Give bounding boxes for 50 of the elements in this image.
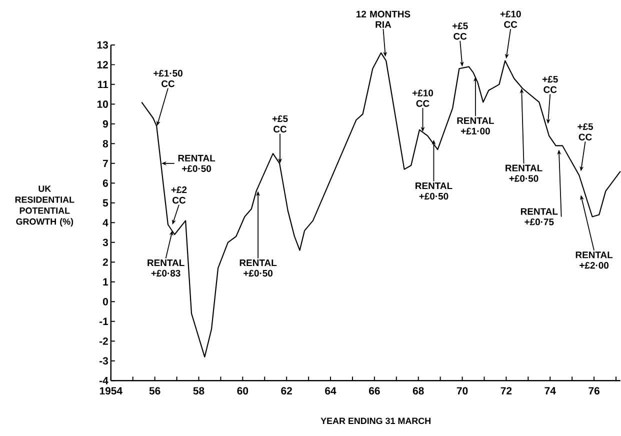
annotation: +£5 CC <box>272 116 288 133</box>
x-tick-label: 62 <box>281 387 292 395</box>
y-tick-label: 11 <box>98 81 108 88</box>
x-tick-label: 64 <box>325 387 336 395</box>
x-tick-label: 1954 <box>100 387 122 395</box>
annotation: +£10 CC <box>412 90 434 108</box>
y-tick-label: 6 <box>102 180 108 188</box>
y-tick-label: 12 <box>97 61 108 69</box>
x-tick-label: 58 <box>193 387 204 395</box>
y-tick-label: 5 <box>102 199 108 207</box>
y-tick-label: 7 <box>103 160 108 168</box>
y-tick-label: 13 <box>97 41 108 49</box>
annotation: +£2 CC <box>171 186 187 204</box>
annotation: +£10 CC <box>500 10 521 28</box>
y-tick-label: 0 <box>102 298 108 306</box>
annotation: RENTAL +£0·83 <box>148 260 184 277</box>
y-tick-label: -4 <box>99 377 108 384</box>
y-tick-label: -2 <box>99 338 108 345</box>
y-tick-label: 9 <box>102 120 108 128</box>
x-tick-label: 72 <box>500 387 512 395</box>
annotation: RENTAL +£0·50 <box>506 164 542 182</box>
x-tick-label: 68 <box>412 387 424 395</box>
line-series <box>141 52 621 358</box>
annotation: +£5 CC <box>542 76 558 94</box>
y-tick-label: 3 <box>102 238 108 246</box>
annotation: +£1·50 CC <box>154 70 182 88</box>
y-tick-label: -1 <box>99 318 108 326</box>
x-tick-label: 76 <box>588 387 600 395</box>
y-tick-label: 1 <box>103 278 108 286</box>
annotation: +£5 CC <box>452 22 468 40</box>
y-tick-label: 8 <box>102 140 108 148</box>
annotation: +£5 CC <box>578 123 594 141</box>
annotation: 12 MONTHS RIA <box>356 10 410 28</box>
annotation: RENTAL +£1·00 <box>457 118 494 135</box>
annotation: RENTAL +£0·75 <box>520 208 558 226</box>
x-axis-title: YEAR ENDING 31 MARCH <box>320 418 430 424</box>
x-tick-label: 70 <box>456 387 468 395</box>
x-tick-label: 56 <box>149 387 160 395</box>
y-tick-label: -3 <box>99 357 108 365</box>
x-tick-label: 60 <box>237 387 248 395</box>
annotation: RENTAL +£0·50 <box>416 182 452 200</box>
y-tick-label: 4 <box>102 219 108 226</box>
annotation: RENTAL +£2·00 <box>576 252 613 269</box>
y-axis-title: UK RESIDENTIAL POTENTIAL GROWTH (%) <box>15 186 74 227</box>
annotation: RENTAL +£0·50 <box>178 155 216 172</box>
x-tick-label: 66 <box>369 387 380 395</box>
x-tick-label: 74 <box>544 387 556 395</box>
annotation: RENTAL +£0·50 <box>240 260 277 277</box>
y-tick-label: 10 <box>97 100 108 108</box>
y-tick-label: 2 <box>102 258 108 266</box>
